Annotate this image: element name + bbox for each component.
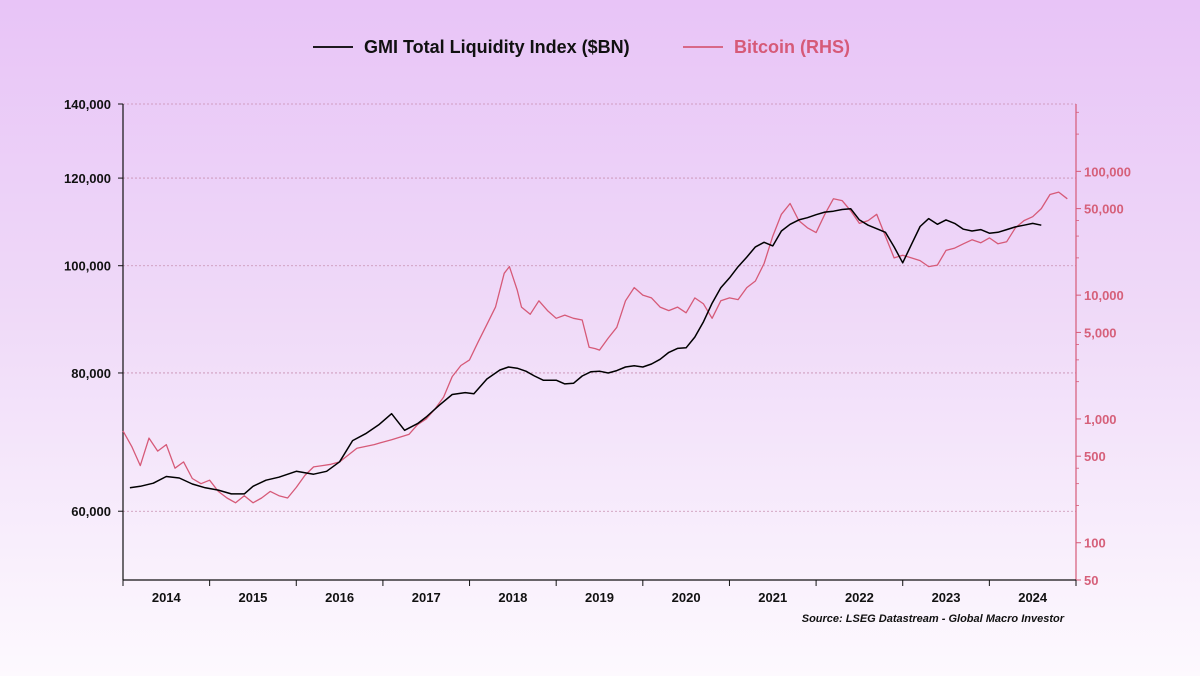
x-tick-label-2015: 2015: [238, 590, 267, 605]
x-tick-label-2022: 2022: [845, 590, 874, 605]
x-tick-label-2017: 2017: [412, 590, 441, 605]
x-tick-label-2018: 2018: [498, 590, 527, 605]
left-tick-label-3: 120,000: [64, 171, 111, 186]
right-tick-label-6: 50,000: [1084, 202, 1124, 217]
right-tick-label-4: 5,000: [1084, 325, 1117, 340]
right-tick-label-3: 1,000: [1084, 412, 1117, 427]
source-note: Source: LSEG Datastream - Global Macro I…: [802, 613, 1065, 625]
right-axis-ticks: 50 100 500 1,000 5,000 10,000 50,000 100,000: [1076, 111, 1131, 588]
series-line-liquidity: [129, 207, 1042, 495]
gridlines: [123, 103, 1076, 512]
left-tick-label-1: 80,000: [71, 366, 111, 381]
left-tick-label-0: 60,000: [71, 504, 111, 519]
right-tick-label-1: 100: [1084, 536, 1106, 551]
x-tick-label-2016: 2016: [325, 590, 354, 605]
series-lines: [122, 191, 1068, 504]
right-tick-label-5: 10,000: [1084, 288, 1124, 303]
right-tick-label-2: 500: [1084, 449, 1106, 464]
x-tick-label-2023: 2023: [932, 590, 961, 605]
right-tick-label-0: 50: [1084, 573, 1098, 588]
x-tick-label-2020: 2020: [672, 590, 701, 605]
x-tick-label-2021: 2021: [758, 590, 787, 605]
x-tick-label-2024: 2024: [1018, 590, 1048, 605]
left-tick-label-2: 100,000: [64, 259, 111, 274]
legend-label-bitcoin: Bitcoin (RHS): [734, 37, 850, 57]
left-axis-ticks: 60,000 80,000 100,000 120,000 140,000: [64, 97, 123, 519]
left-tick-label-4: 140,000: [64, 97, 111, 112]
legend-label-liquidity: GMI Total Liquidity Index ($BN): [364, 37, 630, 57]
axes: [122, 104, 1077, 581]
x-tick-label-2014: 2014: [152, 590, 182, 605]
legend: GMI Total Liquidity Index ($BN) Bitcoin …: [313, 37, 850, 57]
x-tick-label-2019: 2019: [585, 590, 614, 605]
right-tick-label-7: 100,000: [1084, 164, 1131, 179]
series-line-bitcoin: [122, 191, 1068, 504]
x-axis-ticks: 2014 2015 2016 2017 2018 2019 2020 2021 2022 2023…: [122, 580, 1077, 605]
